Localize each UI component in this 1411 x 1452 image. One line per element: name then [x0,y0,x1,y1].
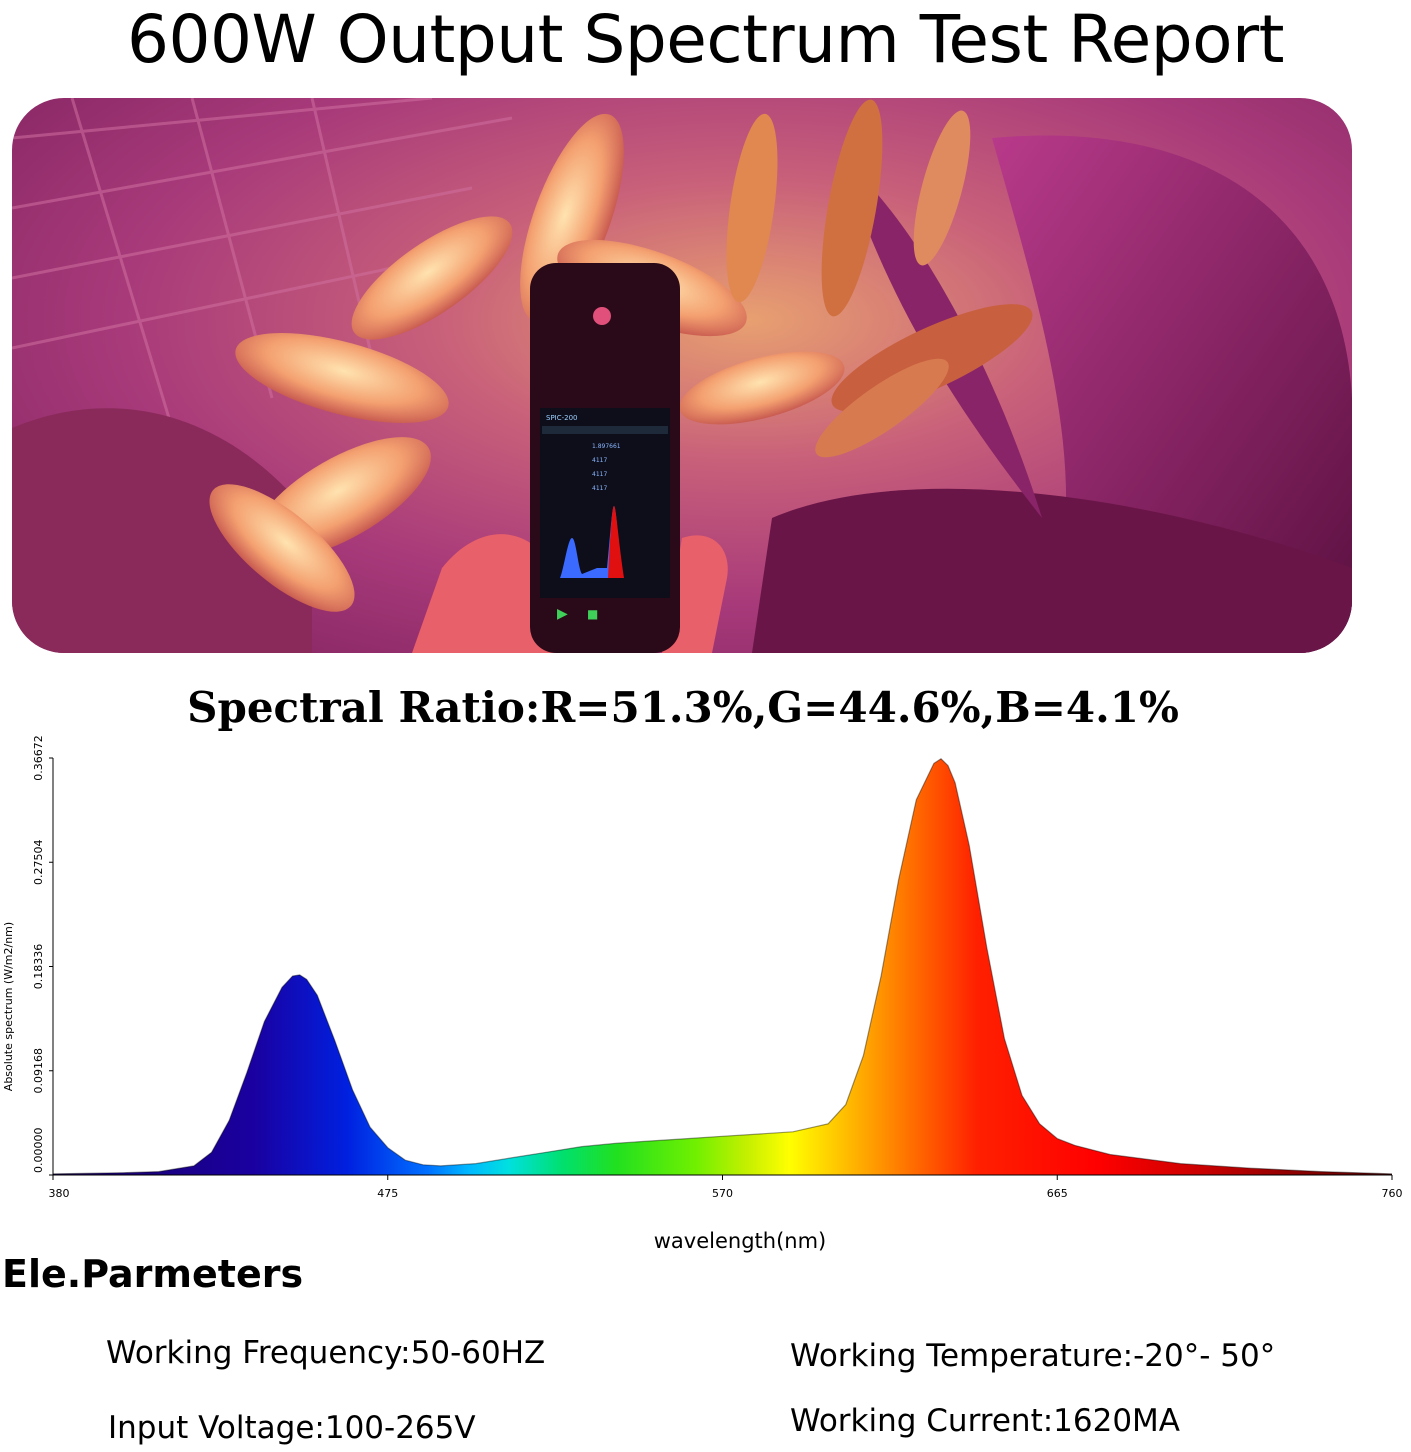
device-reading: 4117 [592,457,607,464]
device-reading: 4117 [592,485,607,492]
x-tick-label: 475 [377,1187,398,1200]
y-tick-label: 0.00000 [32,1128,45,1174]
device-reading: 4117 [592,471,607,478]
spectrum-area [53,758,1392,1175]
spectrum-chart: 0.00000 0.09168 0.18336 0.27504 0.36672 380 4… [0,730,1411,1260]
mini-spectrum [552,506,622,578]
stop-icon: ■ [587,607,598,621]
working-frequency: Working Frequency:50-60HZ [106,1335,546,1371]
x-axis-ticks: 380 475 570 665 760 [49,1175,1403,1200]
input-voltage: Input Voltage:100-265V [108,1410,476,1446]
spectrum-chart-svg: 0.00000 0.09168 0.18336 0.27504 0.36672 380 4… [2,735,1403,1253]
parameters-title: Ele.Parmeters [2,1252,304,1296]
device-screen [540,408,670,598]
banana-leaf [752,488,1352,653]
spectrometer-device: SPIC-200 1.897661 4117 4117 4117 ▶ ■ [530,263,680,653]
greenhouse-photo: SPIC-200 1.897661 4117 4117 4117 ▶ ■ [12,98,1352,653]
spectral-ratio: Spectral Ratio:R=51.3%,G=44.6%,B=4.1% [187,683,1179,732]
x-tick-label: 570 [712,1187,733,1200]
greenhouse-roof [12,98,513,429]
device-reading: 1.897661 [592,443,621,450]
sensor-icon [593,307,611,325]
y-axis-ticks: 0.00000 0.09168 0.18336 0.27504 0.36672 [32,735,53,1176]
lily-flowers [209,99,1033,612]
y-tick-label: 0.36672 [32,735,45,781]
y-tick-label: 0.27504 [32,840,45,886]
x-tick-label: 380 [49,1187,70,1200]
spectrum-line [52,758,1393,1175]
working-temperature: Working Temperature:-20°- 50° [790,1338,1276,1374]
x-axis-label: wavelength(nm) [654,1229,826,1253]
page-title: 600W Output Spectrum Test Report [127,1,1284,78]
photo-illustration: SPIC-200 1.897661 4117 4117 4117 ▶ ■ [12,98,1352,653]
play-icon: ▶ [557,606,568,622]
x-tick-label: 665 [1047,1187,1068,1200]
y-tick-label: 0.09168 [32,1048,45,1094]
foliage [12,408,312,653]
y-axis-label: Absolute spectrum (W/m2/nm) [2,922,15,1091]
x-tick-label: 760 [1382,1187,1403,1200]
device-model: SPIC-200 [546,414,578,422]
y-tick-label: 0.18336 [32,944,45,990]
working-current: Working Current:1620MA [790,1403,1181,1439]
